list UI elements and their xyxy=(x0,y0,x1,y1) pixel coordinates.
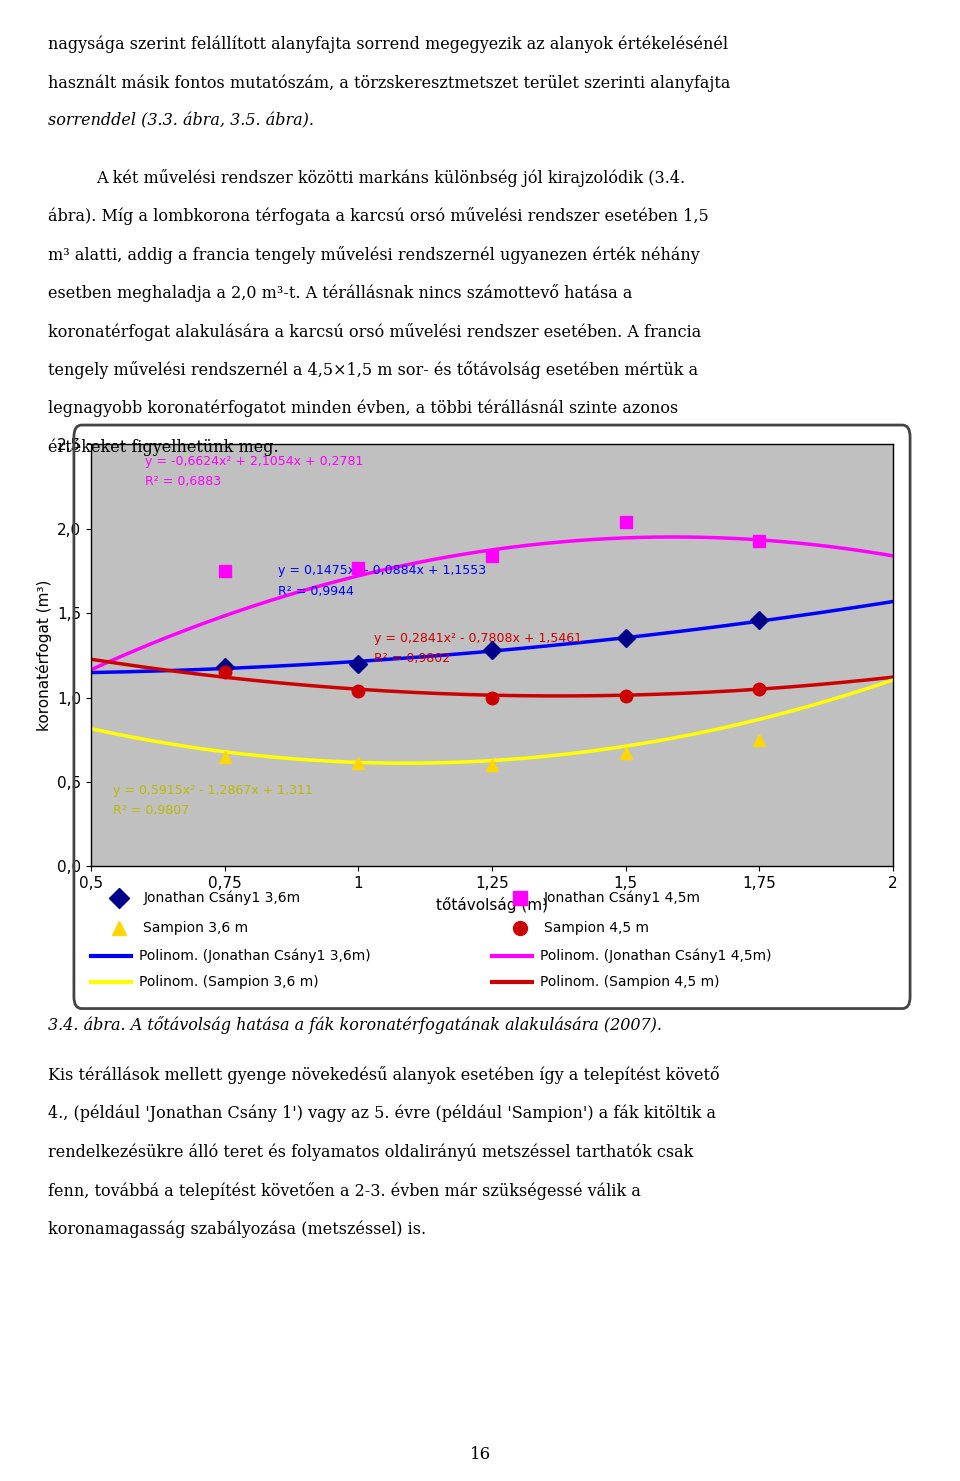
Text: y = 0,5915x² - 1,2867x + 1,311: y = 0,5915x² - 1,2867x + 1,311 xyxy=(112,783,312,797)
Text: Polinom. (Jonathan Csány1 4,5m): Polinom. (Jonathan Csány1 4,5m) xyxy=(540,949,772,963)
Text: R² = 0,9944: R² = 0,9944 xyxy=(278,585,354,597)
Text: A két művelési rendszer közötti markáns különbség jól kirajzolódik (3.4.: A két művelési rendszer közötti markáns … xyxy=(96,169,685,187)
X-axis label: tőtávolság (m): tőtávolság (m) xyxy=(436,896,548,912)
Text: 4., (például 'Jonathan Csány 1') vagy az 5. évre (például 'Sampion') a fák kitöl: 4., (például 'Jonathan Csány 1') vagy az… xyxy=(48,1105,716,1123)
Text: R² = 0,9807: R² = 0,9807 xyxy=(112,804,189,818)
Text: tengely művelési rendszernél a 4,5×1,5 m sor- és tőtávolság esetében mértük a: tengely művelési rendszernél a 4,5×1,5 m… xyxy=(48,361,698,379)
Text: Polinom. (Jonathan Csány1 3,6m): Polinom. (Jonathan Csány1 3,6m) xyxy=(139,949,371,963)
Text: koronatérfogat alakulására a karcsú orsó művelési rendszer esetében. A francia: koronatérfogat alakulására a karcsú orsó… xyxy=(48,323,701,341)
Text: rendelkezésükre álló teret és folyamatos oldalirányú metszéssel tarthatók csak: rendelkezésükre álló teret és folyamatos… xyxy=(48,1143,693,1161)
Text: nagysága szerint felállított alanyfajta sorrend megegyezik az alanyok értékelésé: nagysága szerint felállított alanyfajta … xyxy=(48,36,728,53)
Text: fenn, továbbá a telepítést követően a 2-3. évben már szükségessé válik a: fenn, továbbá a telepítést követően a 2-… xyxy=(48,1182,641,1200)
Text: Kis térállások mellett gyenge növekedésű alanyok esetében így a telepítést követ: Kis térállások mellett gyenge növekedésű… xyxy=(48,1066,720,1084)
Text: R² = 0,6883: R² = 0,6883 xyxy=(145,475,221,487)
Text: m³ alatti, addig a francia tengely művelési rendszernél ugyanezen érték néhány: m³ alatti, addig a francia tengely művel… xyxy=(48,246,700,264)
Text: Sampion 4,5 m: Sampion 4,5 m xyxy=(544,921,649,935)
Text: 3.4. ábra. A tőtávolság hatása a fák koronatérfogatának alakulására (2007).: 3.4. ábra. A tőtávolság hatása a fák kor… xyxy=(48,1016,662,1034)
Text: használt másik fontos mutatószám, a törzskeresztmetszet terület szerinti alanyfa: használt másik fontos mutatószám, a törz… xyxy=(48,74,731,92)
Text: értékeket figyelhetünk meg.: értékeket figyelhetünk meg. xyxy=(48,438,278,456)
Text: legnagyobb koronatérfogatot minden évben, a többi térállásnál szinte azonos: legnagyobb koronatérfogatot minden évben… xyxy=(48,400,679,418)
Text: Jonathan Csány1 4,5m: Jonathan Csány1 4,5m xyxy=(544,892,701,905)
Text: y = 0,1475x² - 0,0884x + 1,1553: y = 0,1475x² - 0,0884x + 1,1553 xyxy=(278,564,487,578)
Text: y = 0,2841x² - 0,7808x + 1,5461: y = 0,2841x² - 0,7808x + 1,5461 xyxy=(374,632,583,644)
Text: R² = 0,9802: R² = 0,9802 xyxy=(374,652,450,665)
Text: esetben meghaladja a 2,0 m³-t. A térállásnak nincs számottevő hatása a: esetben meghaladja a 2,0 m³-t. A térállá… xyxy=(48,284,633,302)
Y-axis label: koronatérfogat (m³): koronatérfogat (m³) xyxy=(36,579,52,732)
Text: Polinom. (Sampion 4,5 m): Polinom. (Sampion 4,5 m) xyxy=(540,974,720,988)
Text: ábra). Míg a lombkorona térfogata a karcsú orsó művelési rendszer esetében 1,5: ábra). Míg a lombkorona térfogata a karc… xyxy=(48,207,708,225)
Text: sorrenddel (3.3. ábra, 3.5. ábra).: sorrenddel (3.3. ábra, 3.5. ábra). xyxy=(48,113,314,129)
Text: koronamagasság szabályozása (metszéssel) is.: koronamagasság szabályozása (metszéssel)… xyxy=(48,1220,426,1238)
Text: Sampion 3,6 m: Sampion 3,6 m xyxy=(143,921,249,935)
Text: y = -0,6624x² + 2,1054x + 0,2781: y = -0,6624x² + 2,1054x + 0,2781 xyxy=(145,455,363,468)
Text: Jonathan Csány1 3,6m: Jonathan Csány1 3,6m xyxy=(143,892,300,905)
Text: 16: 16 xyxy=(469,1447,491,1463)
Text: Polinom. (Sampion 3,6 m): Polinom. (Sampion 3,6 m) xyxy=(139,974,319,988)
